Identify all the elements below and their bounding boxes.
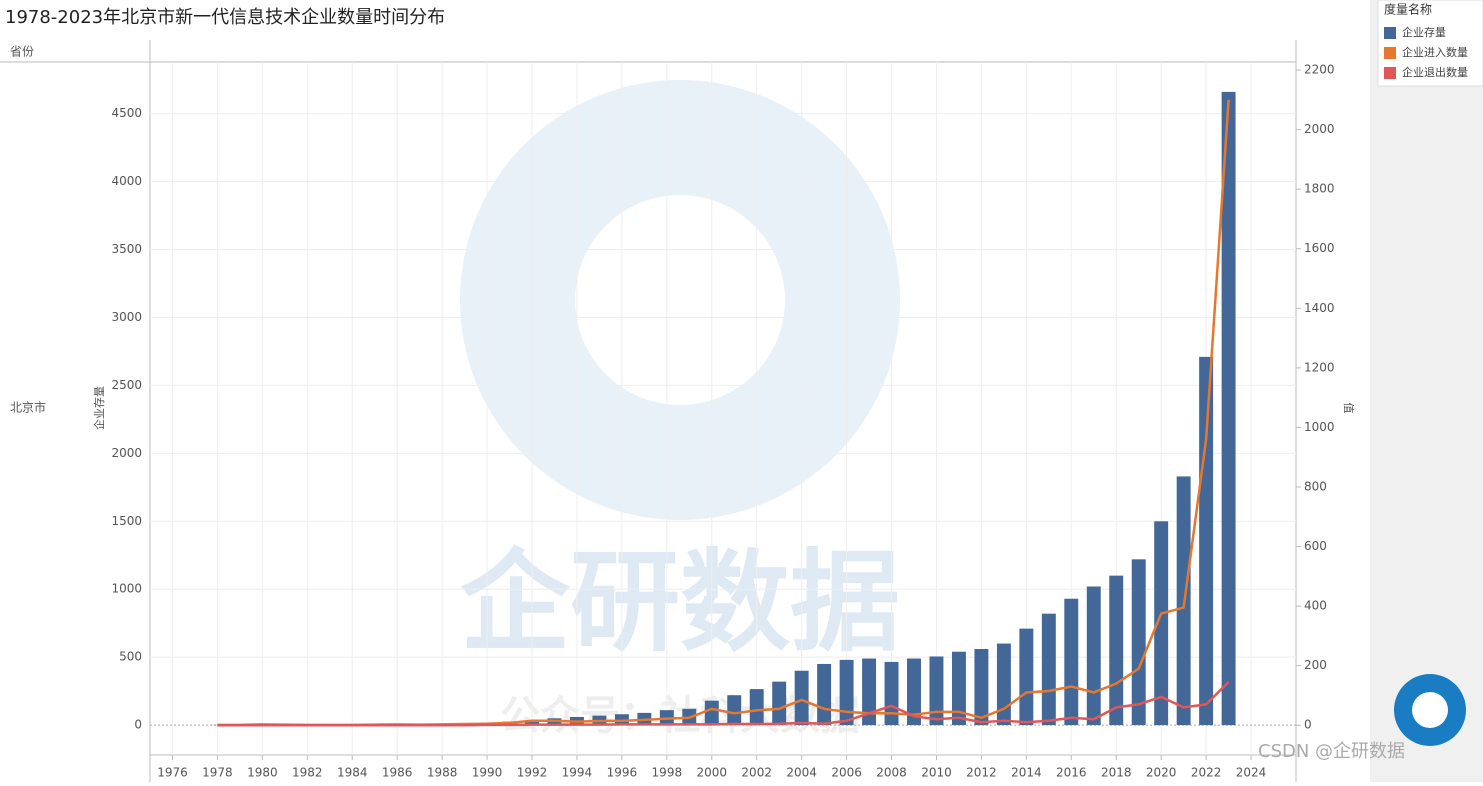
y-tick-label: 1000 [111, 582, 142, 596]
y2-tick-label: 1600 [1304, 241, 1335, 255]
bar [840, 660, 854, 725]
x-tick-label: 1984 [337, 766, 368, 780]
y-tick-label: 4000 [111, 174, 142, 188]
bar [997, 644, 1011, 726]
y2-tick-label: 800 [1304, 479, 1327, 493]
watermark-icon [1412, 692, 1448, 728]
x-tick-label: 1976 [157, 766, 188, 780]
legend-label: 企业退出数量 [1402, 65, 1468, 79]
x-tick-label: 2014 [1011, 766, 1042, 780]
bar [772, 682, 786, 725]
y2-tick-label: 0 [1304, 718, 1312, 732]
x-tick-label: 2012 [966, 766, 997, 780]
bar [1199, 357, 1213, 725]
x-tick-label: 1994 [562, 766, 593, 780]
x-tick-label: 2018 [1101, 766, 1132, 780]
y2-tick-label: 1400 [1304, 301, 1335, 315]
y2-tick-label: 2000 [1304, 122, 1335, 136]
y2-tick-label: 400 [1304, 599, 1327, 613]
y-tick-label: 0 [134, 718, 142, 732]
y2-tick-label: 1200 [1304, 360, 1335, 374]
x-tick-label: 1988 [427, 766, 458, 780]
y2-tick-label: 2200 [1304, 63, 1335, 77]
row-label: 北京市 [10, 400, 46, 415]
watermark-logo [575, 195, 785, 405]
x-tick-label: 2006 [831, 766, 862, 780]
legend-swatch [1384, 67, 1396, 79]
x-tick-label: 2002 [741, 766, 772, 780]
legend-swatch [1384, 47, 1396, 59]
bar [1042, 614, 1056, 725]
x-tick-label: 2016 [1056, 766, 1087, 780]
watermark-text: CSDN @企研数据 [1258, 741, 1405, 762]
y-tick-label: 4500 [111, 106, 142, 120]
x-tick-label: 1996 [607, 766, 638, 780]
y-tick-label: 3000 [111, 310, 142, 324]
bar [1064, 599, 1078, 725]
x-tick-label: 1978 [202, 766, 233, 780]
x-tick-label: 1992 [517, 766, 548, 780]
bar [817, 664, 831, 725]
legend-swatch [1384, 27, 1396, 39]
x-tick-label: 2010 [921, 766, 952, 780]
y-tick-label: 1500 [111, 514, 142, 528]
x-tick-label: 2022 [1191, 766, 1222, 780]
x-tick-label: 2024 [1236, 766, 1267, 780]
bar [1132, 559, 1146, 725]
bar [705, 701, 719, 725]
y2-tick-label: 1800 [1304, 182, 1335, 196]
bar [1087, 587, 1101, 726]
x-tick-label: 1982 [292, 766, 323, 780]
y-tick-label: 3500 [111, 242, 142, 256]
y2-axis-title: 值 [1342, 403, 1355, 414]
y-tick-label: 2000 [111, 446, 142, 460]
x-tick-label: 1986 [382, 766, 413, 780]
side-panel [1370, 0, 1483, 782]
bar [1109, 576, 1123, 725]
y-axis-title: 企业存量 [92, 386, 106, 430]
y-tick-label: 2500 [111, 378, 142, 392]
legend-label: 企业进入数量 [1402, 45, 1468, 59]
bar [795, 671, 809, 725]
watermark-text: 企研数据 [460, 538, 900, 666]
y-tick-label: 500 [119, 650, 142, 664]
x-tick-label: 2000 [696, 766, 727, 780]
chart-title: 1978-2023年北京市新一代信息技术企业数量时间分布 [5, 7, 445, 28]
legend-label: 企业存量 [1402, 25, 1446, 39]
row-header: 省份 [10, 45, 34, 59]
y2-tick-label: 1000 [1304, 420, 1335, 434]
bar [727, 695, 741, 725]
bar [1019, 629, 1033, 725]
x-tick-label: 2004 [786, 766, 817, 780]
x-tick-label: 2020 [1146, 766, 1177, 780]
y2-tick-label: 200 [1304, 658, 1327, 672]
x-tick-label: 2008 [876, 766, 907, 780]
legend-title: 度量名称 [1384, 2, 1432, 17]
y2-tick-label: 600 [1304, 539, 1327, 553]
bar [750, 689, 764, 725]
x-tick-label: 1990 [472, 766, 503, 780]
x-tick-label: 1980 [247, 766, 278, 780]
x-tick-label: 1998 [652, 766, 683, 780]
bar [974, 649, 988, 725]
bar [930, 656, 944, 725]
bar [885, 662, 899, 725]
